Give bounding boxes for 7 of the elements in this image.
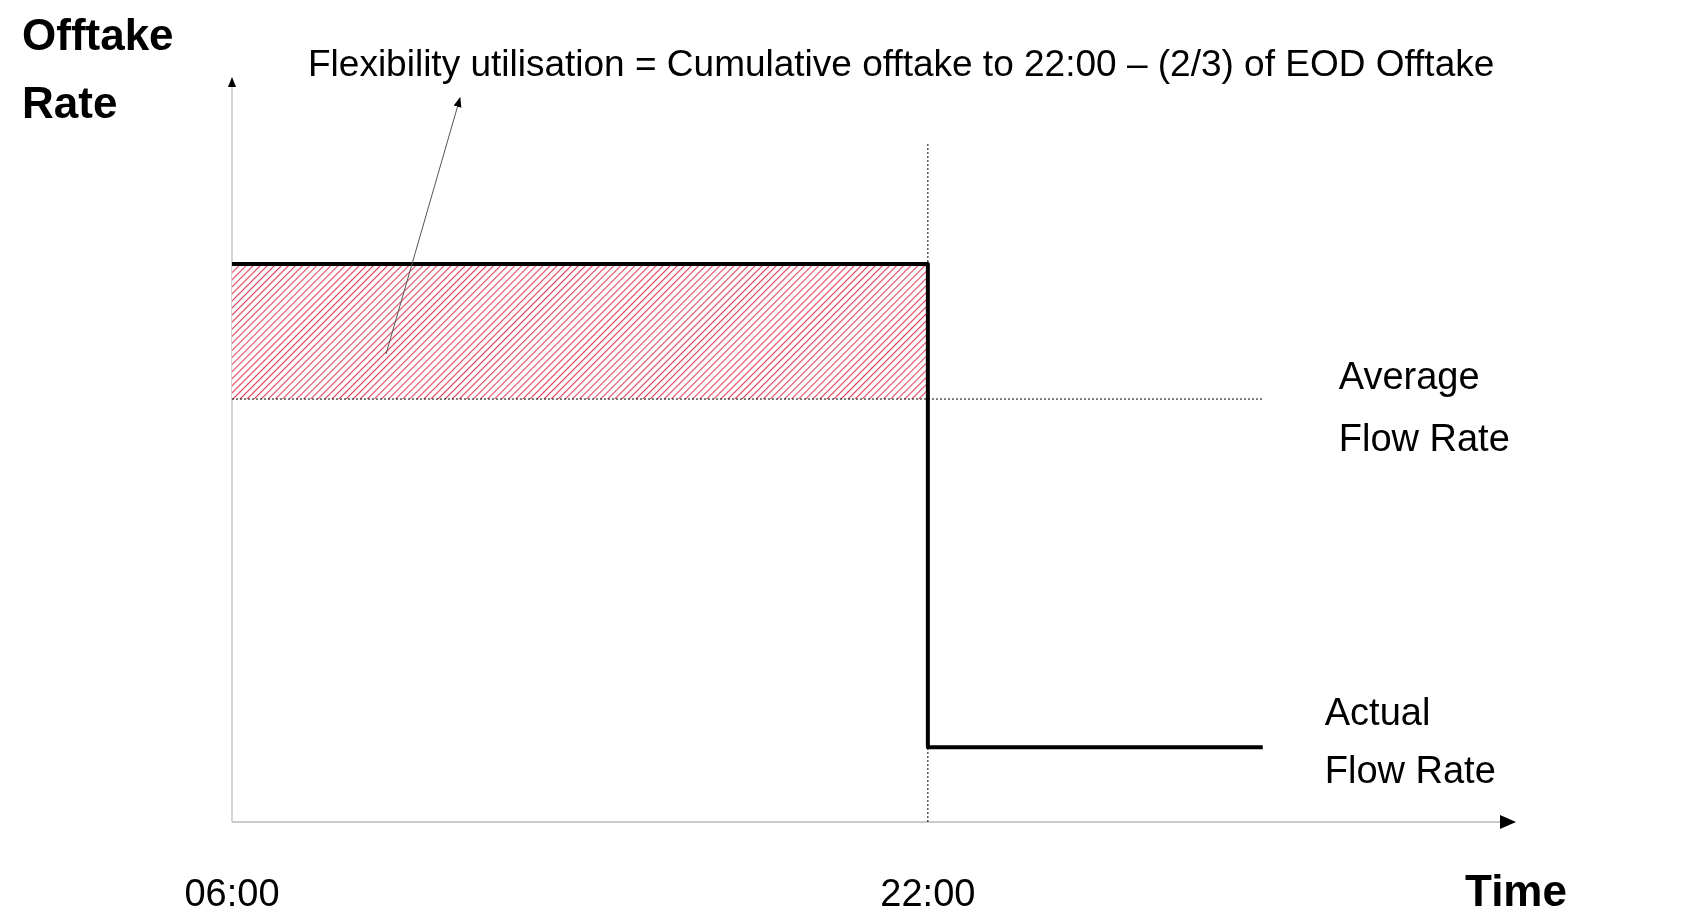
series-label: Actual Flow Rate: [1324, 691, 1496, 792]
x-axis-title: Time: [1465, 866, 1567, 915]
x-tick-label: 22:00: [880, 872, 976, 914]
x-tick-label: 06:00: [184, 872, 280, 914]
y-axis-title: Offtake Rate: [22, 10, 174, 127]
ref-line-label: Average Flow Rate: [1338, 355, 1510, 460]
text: Flexibility utilisation = Cumulative offtake to 22:00 – (2/3) of EOD Offtake: [308, 43, 1495, 84]
